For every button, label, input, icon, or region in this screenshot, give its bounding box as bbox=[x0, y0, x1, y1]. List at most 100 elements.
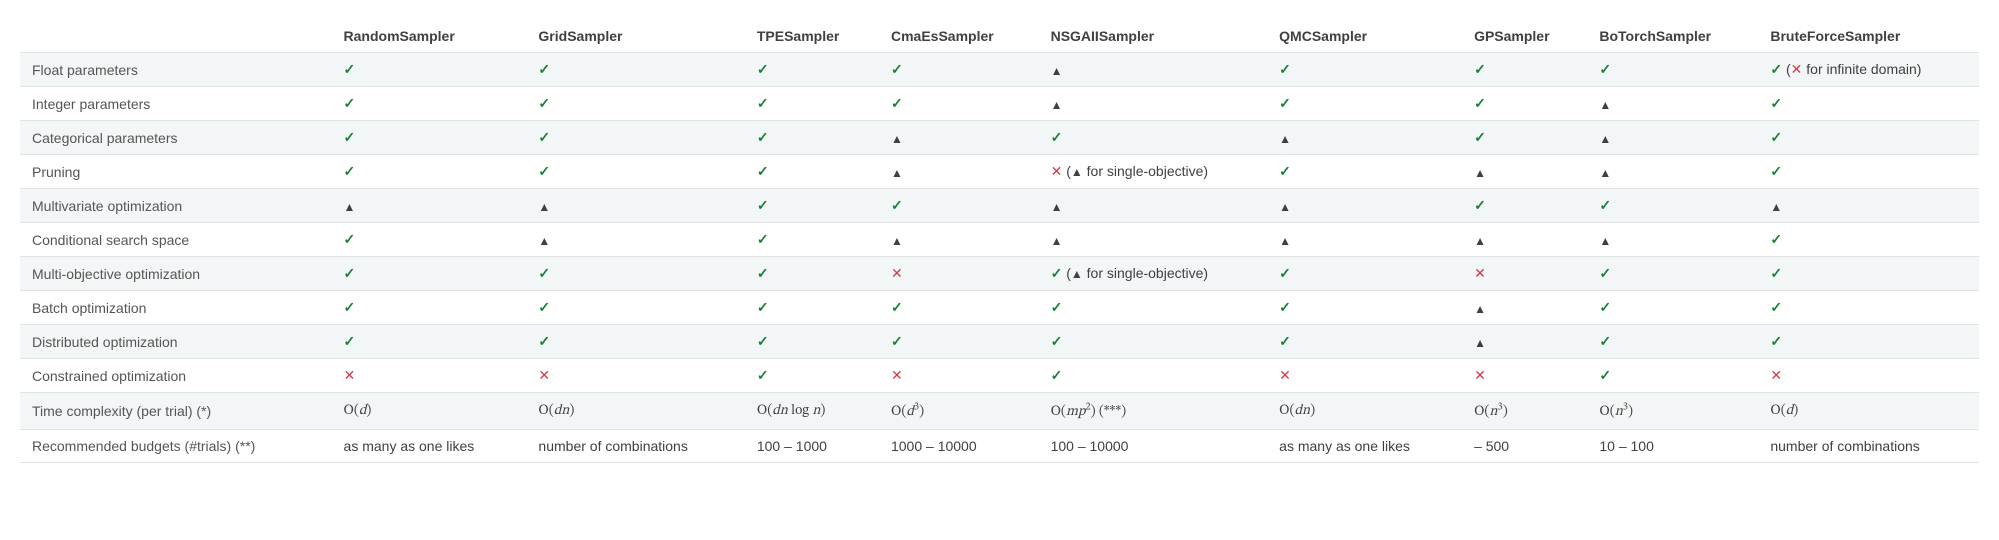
col-header: TPESampler bbox=[745, 20, 879, 53]
cell: ✕ bbox=[1267, 359, 1462, 393]
math-expr: O(dn log n) bbox=[757, 404, 826, 418]
cell: ✓ bbox=[332, 257, 527, 291]
cell: ▲ bbox=[879, 155, 1039, 189]
check-icon: ✓ bbox=[1770, 95, 1782, 111]
triangle-icon: ▲ bbox=[1051, 98, 1063, 112]
check-icon: ✓ bbox=[344, 95, 356, 111]
cell: 1000 – 10000 bbox=[879, 429, 1039, 462]
check-icon: ✓ bbox=[1599, 367, 1611, 383]
cell-text: number of combinations bbox=[538, 438, 687, 454]
check-icon: ✓ bbox=[538, 129, 550, 145]
cell: ✓ bbox=[1758, 87, 1979, 121]
triangle-icon: ▲ bbox=[1599, 132, 1611, 146]
check-icon: ✓ bbox=[1051, 129, 1063, 145]
row-label: Recommended budgets (#trials) (**) bbox=[20, 429, 332, 462]
triangle-icon: ▲ bbox=[1599, 166, 1611, 180]
table-row: Categorical parameters✓✓✓▲✓▲✓▲✓ bbox=[20, 121, 1979, 155]
table-row: Conditional search space✓▲✓▲▲▲▲▲✓ bbox=[20, 223, 1979, 257]
cell: ▲ bbox=[1462, 155, 1587, 189]
check-icon: ✓ bbox=[891, 61, 903, 77]
triangle-icon: ▲ bbox=[1279, 234, 1291, 248]
cell-text: for infinite domain) bbox=[1802, 61, 1921, 77]
triangle-icon: ▲ bbox=[1474, 166, 1486, 180]
math-expr: O(d) bbox=[344, 404, 372, 418]
cell: ▲ bbox=[1462, 223, 1587, 257]
row-label: Batch optimization bbox=[20, 291, 332, 325]
col-header: GridSampler bbox=[526, 20, 744, 53]
cell: ✓ bbox=[1039, 121, 1268, 155]
cell-text: for single-objective) bbox=[1083, 265, 1208, 281]
col-header-blank bbox=[20, 20, 332, 53]
cell: ✓ bbox=[879, 87, 1039, 121]
check-icon: ✓ bbox=[538, 61, 550, 77]
check-icon: ✓ bbox=[1599, 61, 1611, 77]
check-icon: ✓ bbox=[538, 333, 550, 349]
check-icon: ✓ bbox=[538, 95, 550, 111]
triangle-icon: ▲ bbox=[1279, 132, 1291, 146]
check-icon: ✓ bbox=[757, 95, 769, 111]
cell-text: as many as one likes bbox=[344, 438, 475, 454]
row-label: Time complexity (per trial) (*) bbox=[20, 393, 332, 430]
cell: ✓ bbox=[1267, 87, 1462, 121]
cell: ✓ bbox=[526, 155, 744, 189]
check-icon: ✓ bbox=[1051, 265, 1063, 281]
cell: ✓ bbox=[1039, 291, 1268, 325]
row-label: Multivariate optimization bbox=[20, 189, 332, 223]
cell: O(d3) bbox=[879, 393, 1039, 430]
cell-text: as many as one likes bbox=[1279, 438, 1410, 454]
cell: O(mp2) (***) bbox=[1039, 393, 1268, 430]
cross-icon: ✕ bbox=[1770, 367, 1782, 383]
cell: ✓ bbox=[1587, 325, 1758, 359]
cell: ✓ bbox=[1758, 291, 1979, 325]
check-icon: ✓ bbox=[757, 61, 769, 77]
col-header: GPSampler bbox=[1462, 20, 1587, 53]
check-icon: ✓ bbox=[1474, 197, 1486, 213]
math-expr: O(d3) bbox=[891, 405, 924, 419]
check-icon: ✓ bbox=[757, 231, 769, 247]
cell-text: 1000 – 10000 bbox=[891, 438, 977, 454]
check-icon: ✓ bbox=[1279, 265, 1291, 281]
check-icon: ✓ bbox=[757, 129, 769, 145]
triangle-icon: ▲ bbox=[1770, 200, 1782, 214]
cell-text: number of combinations bbox=[1770, 438, 1919, 454]
cell: ✓ bbox=[1758, 155, 1979, 189]
cell: ✓ bbox=[1758, 223, 1979, 257]
cell: ✓ bbox=[745, 223, 879, 257]
cell: ✓ bbox=[526, 53, 744, 87]
cell: ✓ bbox=[1462, 87, 1587, 121]
cell: O(n3) bbox=[1587, 393, 1758, 430]
cell: ▲ bbox=[526, 189, 744, 223]
table-row: Integer parameters✓✓✓✓▲✓✓▲✓ bbox=[20, 87, 1979, 121]
check-icon: ✓ bbox=[891, 299, 903, 315]
triangle-icon: ▲ bbox=[891, 132, 903, 146]
cell: ✓ bbox=[1758, 325, 1979, 359]
cell: ✓ bbox=[745, 189, 879, 223]
check-icon: ✓ bbox=[1770, 265, 1782, 281]
row-label: Integer parameters bbox=[20, 87, 332, 121]
cell: ✓ bbox=[526, 87, 744, 121]
cross-icon: ✕ bbox=[344, 367, 356, 383]
math-expr: O(dn) bbox=[538, 404, 574, 418]
cell: ✓ (✕ for infinite domain) bbox=[1758, 53, 1979, 87]
cross-icon: ✕ bbox=[1474, 367, 1486, 383]
cell: ✓ bbox=[332, 87, 527, 121]
cell: ▲ bbox=[1039, 223, 1268, 257]
check-icon: ✓ bbox=[1770, 231, 1782, 247]
cell: ✓ bbox=[1587, 291, 1758, 325]
cell: ✕ bbox=[879, 257, 1039, 291]
cell: ✓ bbox=[745, 155, 879, 189]
table-row: Float parameters✓✓✓✓▲✓✓✓✓ (✕ for infinit… bbox=[20, 53, 1979, 87]
check-icon: ✓ bbox=[891, 197, 903, 213]
col-header: BruteForceSampler bbox=[1758, 20, 1979, 53]
cell: ✕ bbox=[526, 359, 744, 393]
cell: ✕ (▲ for single-objective) bbox=[1039, 155, 1268, 189]
check-icon: ✓ bbox=[538, 299, 550, 315]
cell: ▲ bbox=[1587, 223, 1758, 257]
check-icon: ✓ bbox=[1599, 265, 1611, 281]
cell: ▲ bbox=[1587, 121, 1758, 155]
cell: O(dn) bbox=[1267, 393, 1462, 430]
check-icon: ✓ bbox=[1770, 299, 1782, 315]
cell: number of combinations bbox=[526, 429, 744, 462]
check-icon: ✓ bbox=[1051, 299, 1063, 315]
triangle-icon: ▲ bbox=[1071, 267, 1083, 281]
